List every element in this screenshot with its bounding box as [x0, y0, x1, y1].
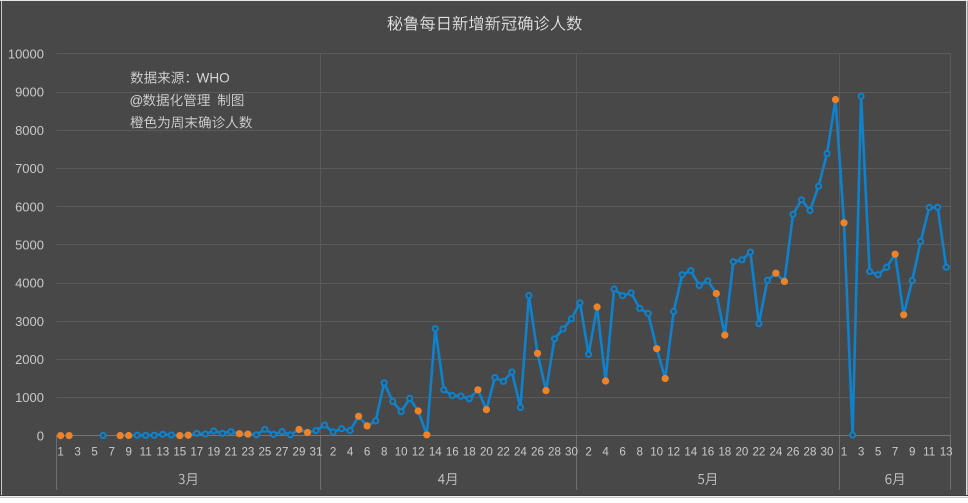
svg-text:22: 22	[497, 446, 510, 459]
svg-text:29: 29	[293, 446, 306, 459]
svg-text:24: 24	[514, 446, 527, 459]
svg-text:5000: 5000	[15, 238, 44, 253]
svg-text:0: 0	[37, 428, 44, 443]
svg-text:15: 15	[173, 446, 186, 459]
svg-text:28: 28	[804, 446, 817, 459]
svg-text:4: 4	[347, 446, 354, 459]
svg-text:13: 13	[156, 446, 169, 459]
svg-text:12: 12	[667, 446, 680, 459]
svg-text:9: 9	[125, 446, 131, 459]
svg-text:8: 8	[636, 446, 642, 459]
svg-text:2000: 2000	[15, 352, 44, 367]
svg-text:WHO: WHO	[197, 71, 230, 86]
svg-text:1: 1	[57, 446, 63, 459]
svg-text:19: 19	[207, 446, 220, 459]
svg-text:24: 24	[769, 446, 782, 459]
svg-text:13: 13	[940, 446, 953, 459]
svg-text:21: 21	[224, 446, 237, 459]
svg-text:@: @	[130, 93, 144, 108]
svg-text:6000: 6000	[15, 199, 44, 214]
svg-text:6: 6	[364, 446, 370, 459]
svg-text:7000: 7000	[15, 161, 44, 176]
svg-text:20: 20	[735, 446, 748, 459]
svg-text:8000: 8000	[15, 123, 44, 138]
svg-text:7: 7	[892, 446, 898, 459]
svg-text:28: 28	[548, 446, 561, 459]
svg-text:7: 7	[108, 446, 114, 459]
svg-text:30: 30	[565, 446, 578, 459]
svg-text:11: 11	[140, 446, 152, 459]
svg-text:1: 1	[841, 446, 847, 459]
svg-text:4: 4	[602, 446, 609, 459]
svg-text:18: 18	[718, 446, 731, 459]
svg-text:10: 10	[395, 446, 408, 459]
svg-text:9000: 9000	[15, 85, 44, 100]
svg-text:23: 23	[241, 446, 254, 459]
svg-text:26: 26	[531, 446, 544, 459]
svg-text:31: 31	[310, 446, 323, 459]
svg-text:30: 30	[821, 446, 834, 459]
svg-text:22: 22	[752, 446, 765, 459]
svg-text:14: 14	[684, 446, 697, 459]
svg-text:6: 6	[619, 446, 625, 459]
svg-text:9: 9	[909, 446, 915, 459]
svg-text:8: 8	[381, 446, 387, 459]
svg-text:1000: 1000	[15, 390, 44, 405]
svg-text:5: 5	[91, 446, 97, 459]
svg-text:18: 18	[463, 446, 476, 459]
svg-text:10: 10	[650, 446, 663, 459]
svg-text:12: 12	[412, 446, 425, 459]
svg-text:27: 27	[276, 446, 289, 459]
svg-text:5: 5	[875, 446, 881, 459]
svg-text:16: 16	[446, 446, 459, 459]
svg-text:16: 16	[701, 446, 714, 459]
svg-text:10000: 10000	[8, 47, 44, 62]
svg-text:26: 26	[787, 446, 800, 459]
svg-text:4000: 4000	[15, 276, 44, 291]
svg-text:2: 2	[585, 446, 591, 459]
svg-text:14: 14	[429, 446, 442, 459]
svg-text:20: 20	[480, 446, 493, 459]
svg-text:11: 11	[923, 446, 935, 459]
svg-text:3000: 3000	[15, 314, 44, 329]
svg-text:25: 25	[258, 446, 271, 459]
svg-text:17: 17	[190, 446, 203, 459]
svg-text:3: 3	[74, 446, 80, 459]
svg-text:3: 3	[858, 446, 864, 459]
svg-text:2: 2	[330, 446, 336, 459]
